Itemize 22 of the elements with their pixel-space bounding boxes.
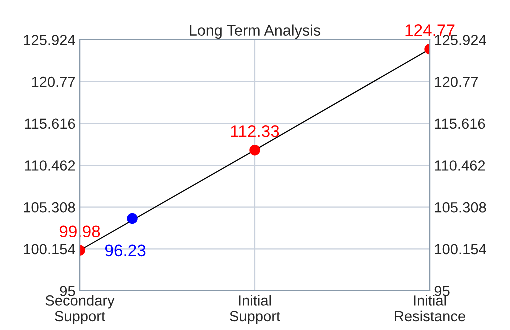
y-tick-label: 115.616 <box>25 118 76 130</box>
y2-tick-label: 115.616 <box>435 118 486 130</box>
data-label: 99.98 <box>60 226 100 238</box>
y2-tick-label: 110.462 <box>435 160 486 171</box>
y-tick-label: 120.77 <box>32 76 76 88</box>
x-tick-label: Secondary Support <box>46 295 115 324</box>
annotation: 96.23 <box>105 244 146 257</box>
y-tick-label: 110.462 <box>25 160 76 171</box>
y2-tick-label: 95 <box>434 286 450 296</box>
chart-title: Long Term Analysis <box>190 24 321 40</box>
data-label: 112.33 <box>231 126 280 138</box>
y-tick-label: 125.924 <box>24 35 76 46</box>
x-tick-label: Initial Resistance <box>395 295 466 322</box>
y-tick-label: 95 <box>60 286 76 296</box>
y2-tick-label: 125.924 <box>435 35 486 46</box>
y2-tick-label: 105.308 <box>435 202 486 213</box>
y2-tick-label: 100.154 <box>435 244 486 255</box>
y-tick-label: 100.154 <box>24 244 76 255</box>
x-tick-label: Initial Support <box>230 295 280 324</box>
y-tick-label: 105.308 <box>24 202 76 213</box>
data-label: 124.77 <box>406 24 455 36</box>
y2-tick-label: 120.77 <box>435 76 478 88</box>
